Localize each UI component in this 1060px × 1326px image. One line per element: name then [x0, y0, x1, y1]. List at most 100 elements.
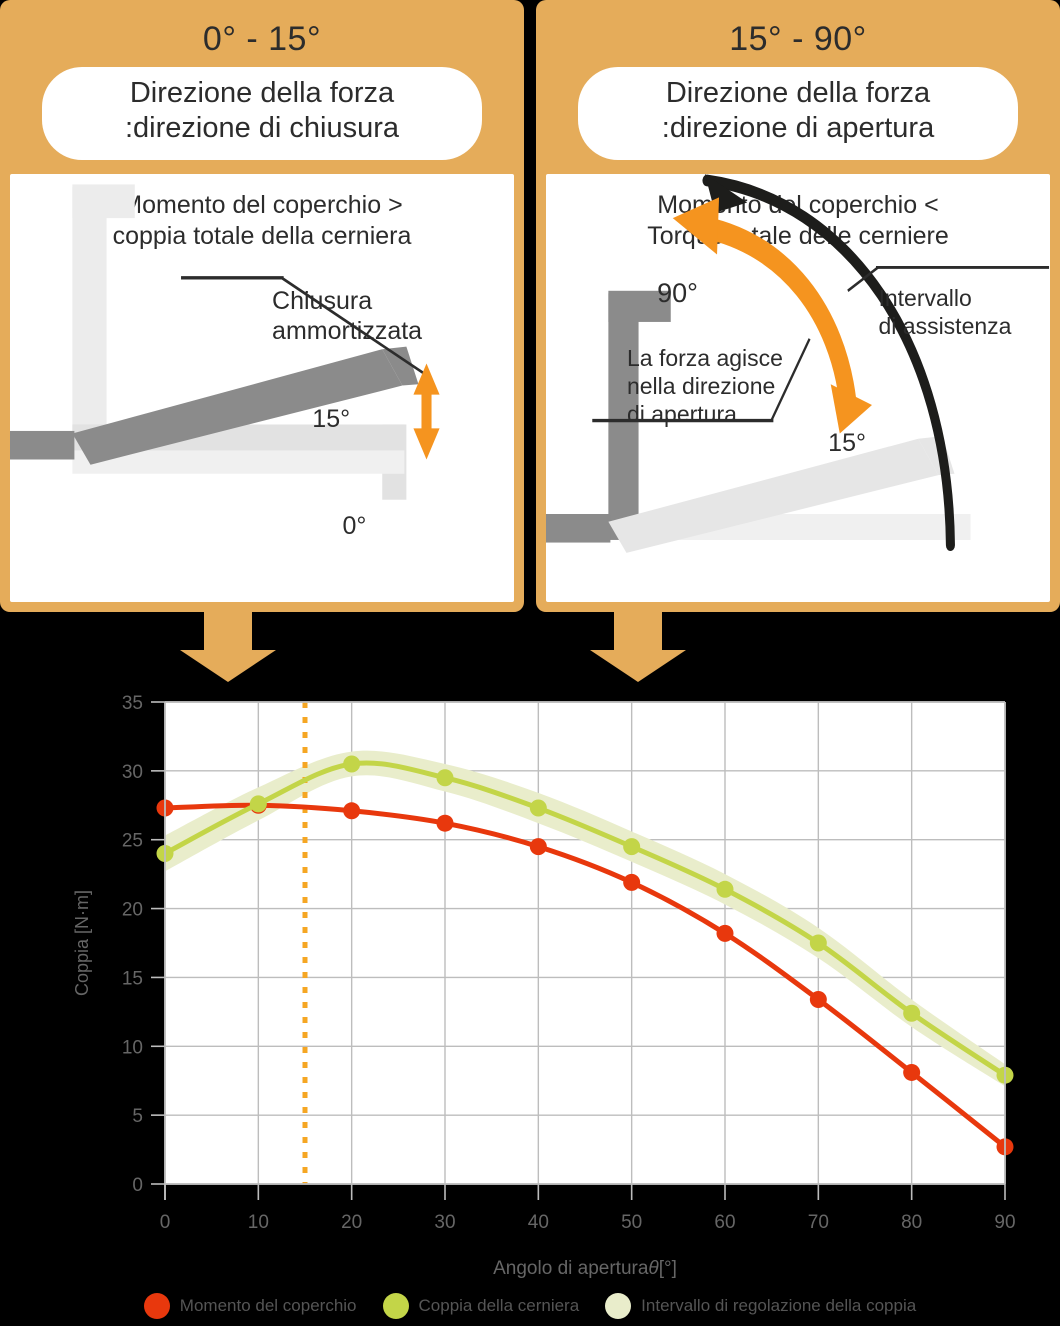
- series-point: [809, 934, 827, 952]
- force-arc-right: [696, 214, 857, 403]
- tick-label-y: 10: [122, 1037, 143, 1058]
- down-arrow-right: [590, 612, 686, 682]
- force-arrow-head-down-right: [831, 383, 873, 434]
- legend-item: Coppia della cerniera: [382, 1293, 580, 1319]
- lid-open-right: [608, 293, 640, 540]
- callout-line3-right: di apertura: [626, 400, 737, 427]
- panel-range-title-left: 0° - 15°: [202, 20, 322, 58]
- connector-arrows: [0, 612, 1060, 684]
- pill-line2-left: :direzione di chiusura: [124, 112, 400, 145]
- lid-tip-left: [382, 346, 419, 386]
- callout-line2-left: ammortizzata: [272, 316, 423, 345]
- torque-chart: 0 5 10 15 20 25 30 35 0 10 20 30 40 50 60 70 80 90 Coppia …: [0, 684, 1060, 1324]
- series-line: [162, 802, 1008, 1150]
- panels-row: 0° - 15° Direzione della forza :direzion…: [0, 0, 1060, 612]
- series-point: [529, 799, 547, 817]
- chart-legend: Momento del coperchio Coppia della cernie…: [0, 1286, 1060, 1326]
- series-point: [249, 795, 267, 813]
- tick-label-y: 20: [122, 900, 143, 921]
- tick-label-x: 60: [714, 1212, 735, 1233]
- force-arrow-head-up-right: [673, 197, 720, 255]
- series-point: [903, 1004, 921, 1022]
- pill-line1-left: Direzione della forza: [129, 77, 395, 109]
- series-band: [165, 750, 1005, 1087]
- ghost-wall-left: [72, 186, 108, 447]
- leader-line-left: [281, 276, 428, 377]
- axis-label-x-theta: θ: [648, 1258, 659, 1279]
- series-point: [623, 873, 641, 891]
- condition-line2-left: coppia totale della cerniera: [112, 222, 412, 250]
- condition-text-left: Momento del coperchio > coppia totale de…: [10, 174, 513, 253]
- legend-label: Coppia della cerniera: [418, 1296, 580, 1315]
- legend-label: Intervallo di regolazione della coppia: [641, 1296, 917, 1315]
- panel-closing-range: 0° - 15° Direzione della forza :direzion…: [0, 0, 524, 612]
- tick-label-y: 5: [132, 1106, 143, 1127]
- pill-line1-right: Direzione della forza: [665, 77, 931, 109]
- double-arrow-left: [413, 363, 441, 460]
- series-point: [529, 838, 547, 856]
- series-point: [343, 802, 361, 820]
- angle-bottom-label-left: 0°: [342, 511, 367, 540]
- tick-label-x: 40: [528, 1212, 549, 1233]
- legend-swatch-icon: [605, 1293, 632, 1319]
- lid-left: [72, 348, 403, 465]
- ghost-lid-right: [608, 438, 939, 553]
- hinge-figure-left: [10, 174, 513, 602]
- tick-label-x: 90: [994, 1212, 1015, 1233]
- leader-line-right: [770, 337, 812, 422]
- assist-line1-right: Intervallo: [878, 284, 972, 311]
- assist-arc-right: [702, 174, 956, 551]
- angle-top-label-right: 90°: [657, 277, 698, 308]
- assist-leader-line-right: [847, 265, 880, 292]
- assist-label-right: Intervallo di assistenza: [878, 284, 1011, 340]
- legend-label: Momento del coperchio: [179, 1296, 357, 1315]
- tick-label-x: 10: [248, 1212, 269, 1233]
- series-point: [436, 814, 454, 832]
- ghost-wall-top-left: [72, 184, 136, 218]
- series-point: [436, 769, 454, 787]
- callout-left: Chiusura ammortizzata: [272, 286, 422, 346]
- tick-label-x: 0: [160, 1212, 171, 1233]
- series-point: [903, 1063, 921, 1081]
- panel-body-right: Momento del coperchio < Torque totale de…: [546, 173, 1050, 602]
- series-point: [716, 924, 734, 942]
- legend-swatch-icon: [143, 1293, 170, 1319]
- legend-item: Intervallo di regolazione della coppia: [605, 1293, 916, 1319]
- panel-opening-range: 15° - 90° Direzione della forza :direzio…: [536, 0, 1060, 612]
- axis-label-x-main: Angolo di apertura: [493, 1258, 649, 1279]
- tick-label-y: 30: [122, 762, 143, 783]
- callout-right: La forza agisce nella direzione di apert…: [627, 344, 783, 428]
- tick-label-y: 15: [122, 968, 143, 989]
- lid-hinge-left: [10, 430, 75, 460]
- chart-svg: 0 5 10 15 20 25 30 35 0 10 20 30 40 50 60 70 80 90 Coppia …: [72, 693, 1016, 1279]
- series-point: [623, 838, 641, 856]
- tick-label-y: 25: [122, 831, 143, 852]
- hinge-figure-right: [546, 173, 1050, 602]
- panel-force-direction-pill-right: Direzione della forza :direzione di aper…: [577, 67, 1019, 160]
- tick-label-x: 50: [621, 1212, 642, 1233]
- series-point: [809, 990, 827, 1008]
- series-line: [162, 760, 1008, 1078]
- axis-label-x: Angolo di aperturaθ[°]: [493, 1258, 677, 1279]
- angle-bottom-label-right: 15°: [828, 428, 866, 457]
- assist-line2-right: di assistenza: [878, 312, 1012, 339]
- tick-label-x: 70: [808, 1212, 829, 1233]
- tick-label-x: 30: [434, 1212, 455, 1233]
- series-point: [716, 880, 734, 898]
- lid-hinge-right: [546, 513, 611, 543]
- down-arrow-left: [180, 612, 276, 682]
- series-point: [343, 755, 361, 773]
- lid-open-top-right: [608, 290, 672, 322]
- pill-line2-right: :direzione di apertura: [661, 112, 935, 145]
- tick-label-x: 80: [901, 1212, 922, 1233]
- legend-swatch-icon: [382, 1293, 409, 1319]
- callout-line2-right: nella direzione: [626, 372, 776, 399]
- panel-force-direction-pill-left: Direzione della forza :direzione di chiu…: [41, 67, 483, 160]
- panel-body-left: Momento del coperchio > coppia totale de…: [10, 173, 514, 602]
- tick-label-y: 35: [122, 693, 143, 714]
- axis-label-x-unit: [°]: [659, 1258, 677, 1279]
- legend-item: Momento del coperchio: [143, 1293, 357, 1319]
- ghost-base-left: [72, 450, 405, 474]
- axis-label-y: Coppia [N·m]: [72, 890, 92, 996]
- condition-line1-left: Momento del coperchio >: [121, 190, 403, 219]
